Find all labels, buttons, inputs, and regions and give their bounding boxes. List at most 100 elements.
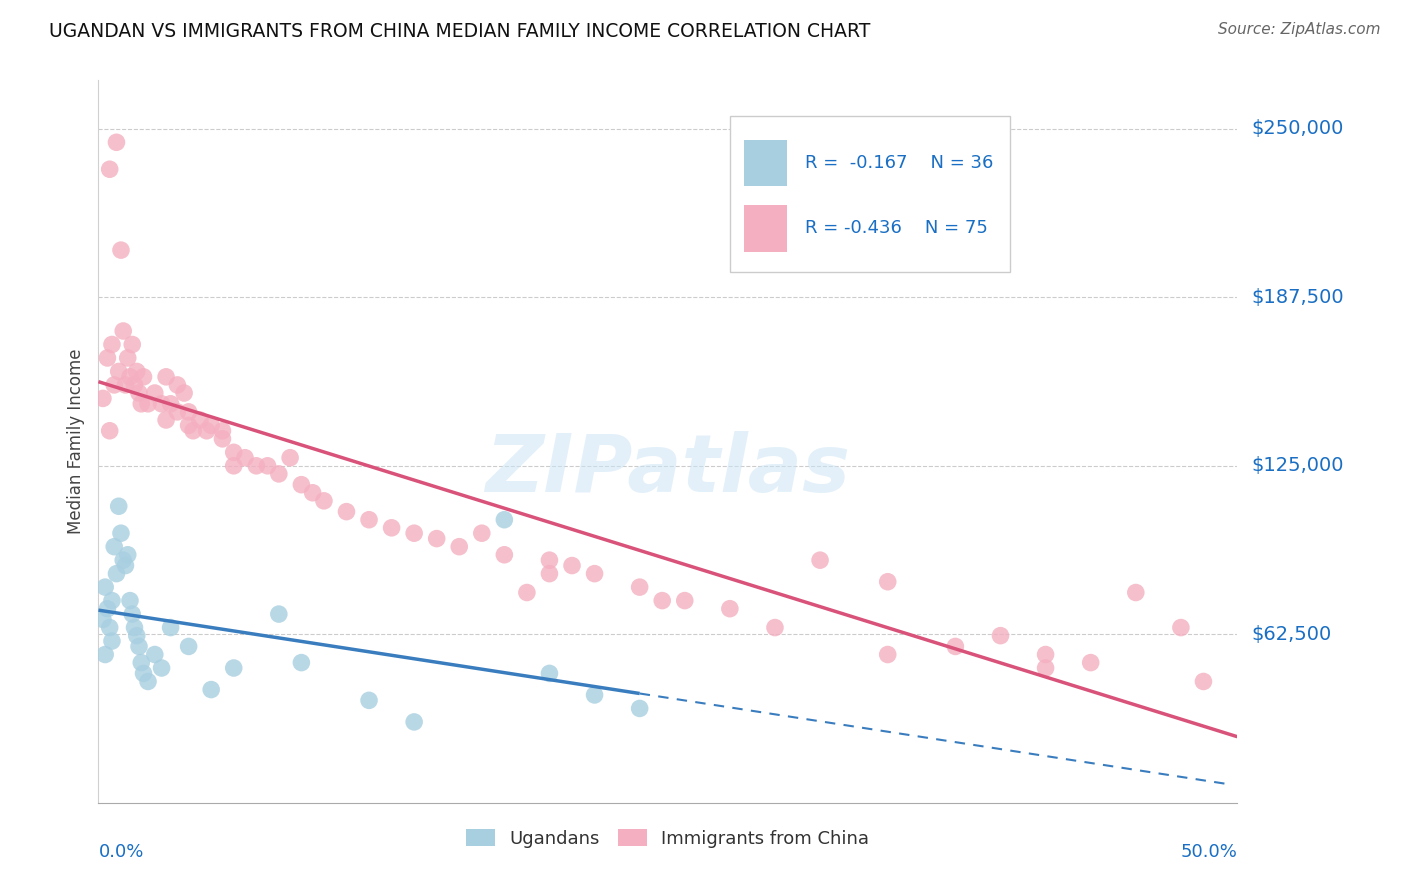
Point bbox=[233, 450, 256, 465]
Point bbox=[181, 424, 204, 438]
Point bbox=[132, 666, 155, 681]
Point bbox=[561, 558, 583, 573]
Text: $187,500: $187,500 bbox=[1251, 288, 1344, 307]
Point bbox=[583, 688, 606, 702]
Point bbox=[129, 397, 152, 411]
Point bbox=[114, 378, 136, 392]
Point bbox=[494, 548, 516, 562]
Point bbox=[538, 666, 561, 681]
Point bbox=[128, 640, 150, 654]
Point bbox=[449, 540, 471, 554]
Point bbox=[1125, 585, 1147, 599]
Point bbox=[312, 493, 335, 508]
Point bbox=[125, 629, 148, 643]
Point bbox=[124, 621, 146, 635]
Point bbox=[1192, 674, 1215, 689]
Point bbox=[177, 640, 200, 654]
Text: R =  -0.167    N = 36: R = -0.167 N = 36 bbox=[804, 154, 993, 172]
Point bbox=[426, 532, 449, 546]
Point bbox=[94, 580, 117, 594]
Point bbox=[128, 386, 150, 401]
Text: $250,000: $250,000 bbox=[1251, 120, 1343, 138]
Point bbox=[651, 593, 673, 607]
Point bbox=[1170, 621, 1192, 635]
Bar bbox=[744, 139, 787, 186]
Point bbox=[290, 656, 312, 670]
Point bbox=[673, 593, 696, 607]
Point bbox=[112, 324, 135, 338]
Point bbox=[188, 413, 211, 427]
Point bbox=[538, 566, 561, 581]
Y-axis label: Median Family Income: Median Family Income bbox=[67, 349, 86, 534]
Point bbox=[200, 682, 222, 697]
Point bbox=[105, 136, 128, 150]
Point bbox=[155, 369, 177, 384]
Point bbox=[195, 424, 218, 438]
Point bbox=[136, 674, 159, 689]
Point bbox=[173, 386, 195, 401]
Point bbox=[103, 540, 125, 554]
Point bbox=[177, 405, 200, 419]
Point bbox=[222, 445, 245, 459]
Point bbox=[357, 513, 380, 527]
Text: R = -0.436    N = 75: R = -0.436 N = 75 bbox=[804, 219, 987, 237]
Point bbox=[96, 351, 118, 365]
Point bbox=[267, 607, 290, 621]
Point bbox=[267, 467, 290, 481]
Text: ZIPatlas: ZIPatlas bbox=[485, 432, 851, 509]
Point bbox=[718, 601, 741, 615]
Point bbox=[166, 378, 188, 392]
Point bbox=[211, 432, 233, 446]
Text: Source: ZipAtlas.com: Source: ZipAtlas.com bbox=[1218, 22, 1381, 37]
Point bbox=[990, 629, 1012, 643]
Point bbox=[628, 701, 651, 715]
Point bbox=[404, 526, 426, 541]
Point bbox=[222, 661, 245, 675]
Point bbox=[335, 505, 357, 519]
Point bbox=[101, 593, 124, 607]
Point bbox=[98, 424, 121, 438]
Point bbox=[256, 458, 278, 473]
Point bbox=[876, 648, 898, 662]
Point bbox=[159, 397, 181, 411]
Point bbox=[1035, 648, 1057, 662]
Point bbox=[105, 566, 128, 581]
Point bbox=[101, 634, 124, 648]
Point bbox=[107, 364, 129, 378]
Point bbox=[91, 612, 114, 626]
Point bbox=[98, 162, 121, 177]
Text: UGANDAN VS IMMIGRANTS FROM CHINA MEDIAN FAMILY INCOME CORRELATION CHART: UGANDAN VS IMMIGRANTS FROM CHINA MEDIAN … bbox=[49, 22, 870, 41]
Point bbox=[121, 337, 143, 351]
Point bbox=[808, 553, 831, 567]
Point bbox=[110, 526, 132, 541]
Point bbox=[96, 601, 118, 615]
Text: $125,000: $125,000 bbox=[1251, 457, 1344, 475]
Point bbox=[132, 369, 155, 384]
Point bbox=[98, 621, 121, 635]
Point bbox=[117, 351, 139, 365]
Point bbox=[583, 566, 606, 581]
Point bbox=[357, 693, 380, 707]
Point bbox=[143, 648, 166, 662]
Point bbox=[155, 413, 177, 427]
Text: $62,500: $62,500 bbox=[1251, 624, 1331, 644]
Point bbox=[121, 607, 143, 621]
Point bbox=[301, 485, 323, 500]
Point bbox=[494, 513, 516, 527]
Point bbox=[107, 500, 129, 514]
Point bbox=[101, 337, 124, 351]
Point bbox=[114, 558, 136, 573]
Point bbox=[516, 585, 538, 599]
Point bbox=[222, 458, 245, 473]
Point bbox=[112, 553, 135, 567]
Point bbox=[200, 418, 222, 433]
Point bbox=[945, 640, 967, 654]
Point bbox=[118, 593, 141, 607]
Point bbox=[1080, 656, 1102, 670]
Point bbox=[245, 458, 267, 473]
Point bbox=[381, 521, 404, 535]
Point bbox=[118, 369, 141, 384]
Point bbox=[117, 548, 139, 562]
Point bbox=[110, 243, 132, 257]
FancyBboxPatch shape bbox=[731, 117, 1010, 272]
